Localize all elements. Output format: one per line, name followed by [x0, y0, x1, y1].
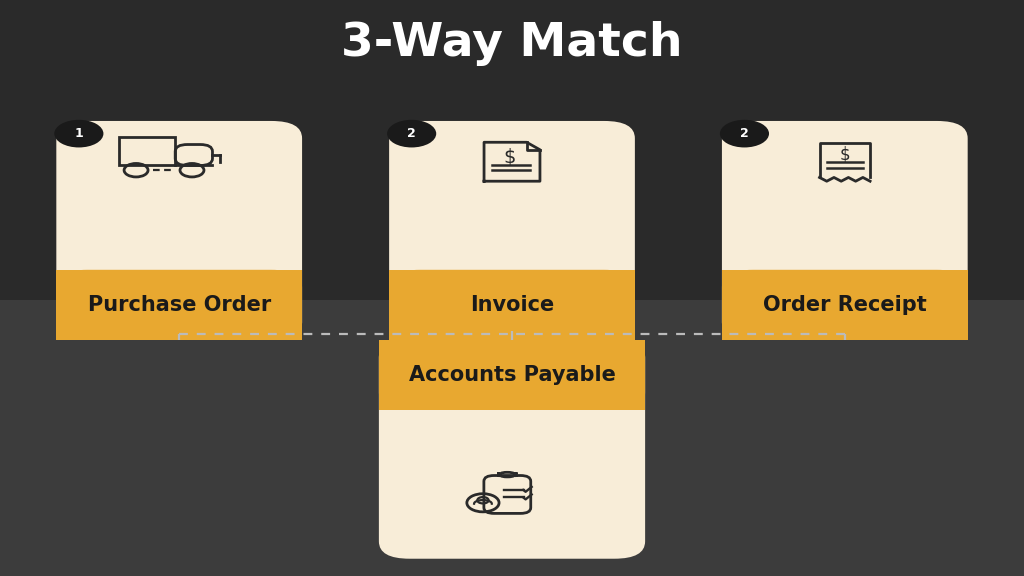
Bar: [56, 270, 302, 287]
Bar: [56, 270, 302, 340]
Circle shape: [54, 120, 103, 147]
Bar: [722, 270, 968, 340]
Circle shape: [720, 120, 769, 147]
Text: Accounts Payable: Accounts Payable: [409, 365, 615, 385]
Text: 3-Way Match: 3-Way Match: [341, 21, 683, 66]
Text: $: $: [840, 145, 850, 163]
Text: Invoice: Invoice: [470, 295, 554, 315]
Bar: [379, 340, 645, 410]
Bar: [379, 393, 645, 410]
FancyBboxPatch shape: [722, 270, 968, 340]
FancyBboxPatch shape: [379, 340, 645, 410]
FancyBboxPatch shape: [389, 270, 635, 340]
Circle shape: [387, 120, 436, 147]
Text: 1: 1: [75, 127, 83, 140]
FancyBboxPatch shape: [56, 270, 302, 340]
FancyBboxPatch shape: [389, 121, 635, 340]
Bar: [722, 270, 968, 287]
Text: 2: 2: [408, 127, 416, 140]
FancyBboxPatch shape: [56, 121, 302, 340]
FancyBboxPatch shape: [379, 340, 645, 559]
Text: 2: 2: [740, 127, 749, 140]
FancyBboxPatch shape: [722, 121, 968, 340]
Bar: [119, 137, 175, 165]
Bar: [0, 300, 1024, 576]
Bar: [389, 270, 635, 287]
Text: $: $: [503, 149, 515, 168]
Text: Order Receipt: Order Receipt: [763, 295, 927, 315]
Text: Purchase Order: Purchase Order: [88, 295, 270, 315]
Bar: [0, 0, 1024, 300]
Bar: [389, 270, 635, 340]
